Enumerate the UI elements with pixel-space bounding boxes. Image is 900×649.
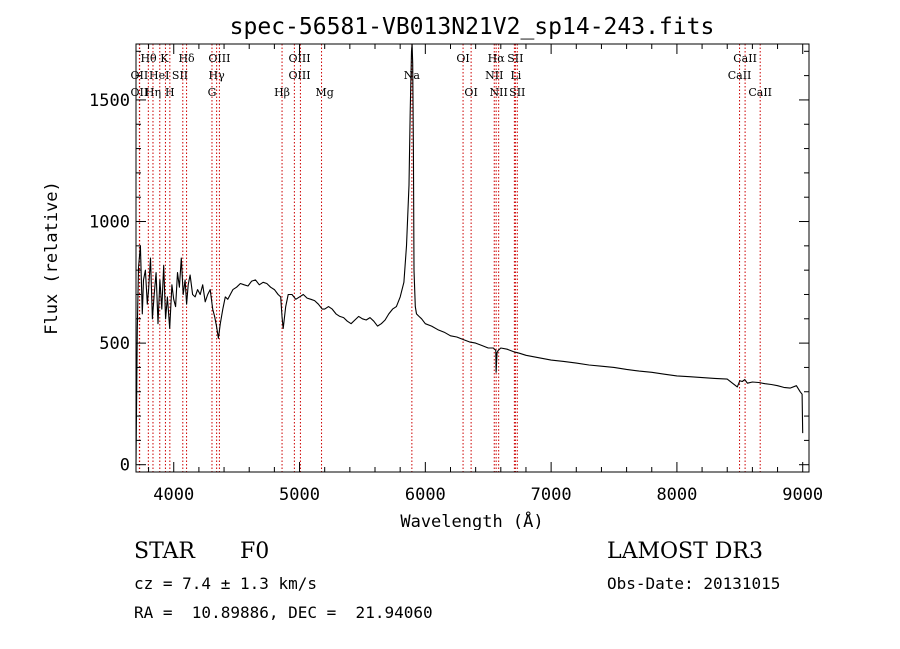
line-label: SII <box>509 86 525 99</box>
x-tick-label: 6000 <box>405 485 446 505</box>
line-label: K <box>160 52 169 65</box>
redshift-cz: cz = 7.4 ± 1.3 km/s <box>134 574 318 593</box>
y-tick-label: 1500 <box>89 91 130 111</box>
line-label: Hα <box>488 52 506 65</box>
line-label: Hγ <box>209 69 226 82</box>
plot-frame <box>135 43 810 473</box>
y-tick-label: 1000 <box>89 213 130 233</box>
observation-date: Obs-Date: 20131015 <box>607 574 781 593</box>
survey-name: LAMOST DR3 <box>607 539 763 564</box>
x-tick-label: 9000 <box>782 485 823 505</box>
line-label: Hβ <box>274 86 290 99</box>
ra-dec-coordinates: RA = 10.89886, DEC = 21.94060 <box>134 603 433 622</box>
x-tick-label: 5000 <box>279 485 320 505</box>
y-tick-label: 500 <box>99 334 130 354</box>
line-label: OII <box>131 86 149 99</box>
spectrum-plot: spec-56581-VB013N21V2_sp14-243.fits Hθ OI… <box>42 14 823 530</box>
spectrum-line <box>135 43 804 465</box>
line-label: NII <box>485 69 503 82</box>
x-tick-label: 7000 <box>531 485 572 505</box>
x-axis: 4000 5000 6000 7000 8000 9000 <box>148 44 823 505</box>
line-label: Hθ <box>140 52 157 65</box>
line-label: OIII <box>289 69 311 82</box>
line-label: Hδ <box>178 52 195 65</box>
line-label: OIII <box>289 52 311 65</box>
y-axis-label: Flux (relative) <box>42 181 62 335</box>
x-tick-label: 4000 <box>153 485 194 505</box>
line-label: SII <box>172 69 188 82</box>
x-tick-label: 8000 <box>656 485 697 505</box>
line-label: OI <box>464 86 477 99</box>
line-label: NII <box>490 86 508 99</box>
line-label: HeI <box>149 69 169 82</box>
object-subclass: F0 <box>240 539 270 564</box>
x-axis-label: Wavelength (Å) <box>400 510 543 530</box>
line-label: Na <box>404 69 421 82</box>
line-label: Li <box>510 69 521 82</box>
line-label: OI <box>456 52 469 65</box>
y-axis: 0 500 1000 1500 <box>89 50 809 476</box>
line-label: CaII <box>748 86 772 99</box>
y-tick-label: 0 <box>120 456 130 476</box>
chart-title: spec-56581-VB013N21V2_sp14-243.fits <box>230 14 715 40</box>
line-label: Hη <box>145 86 161 99</box>
line-label: SII <box>507 52 523 65</box>
object-class: STAR <box>134 539 195 564</box>
line-label: G <box>208 86 217 99</box>
spectral-line-markers <box>138 44 761 472</box>
line-label: H <box>165 86 175 99</box>
line-label: CaII <box>728 69 752 82</box>
line-label: Mg <box>316 86 334 99</box>
line-label: OIII <box>208 52 230 65</box>
line-label: CaII <box>733 52 757 65</box>
